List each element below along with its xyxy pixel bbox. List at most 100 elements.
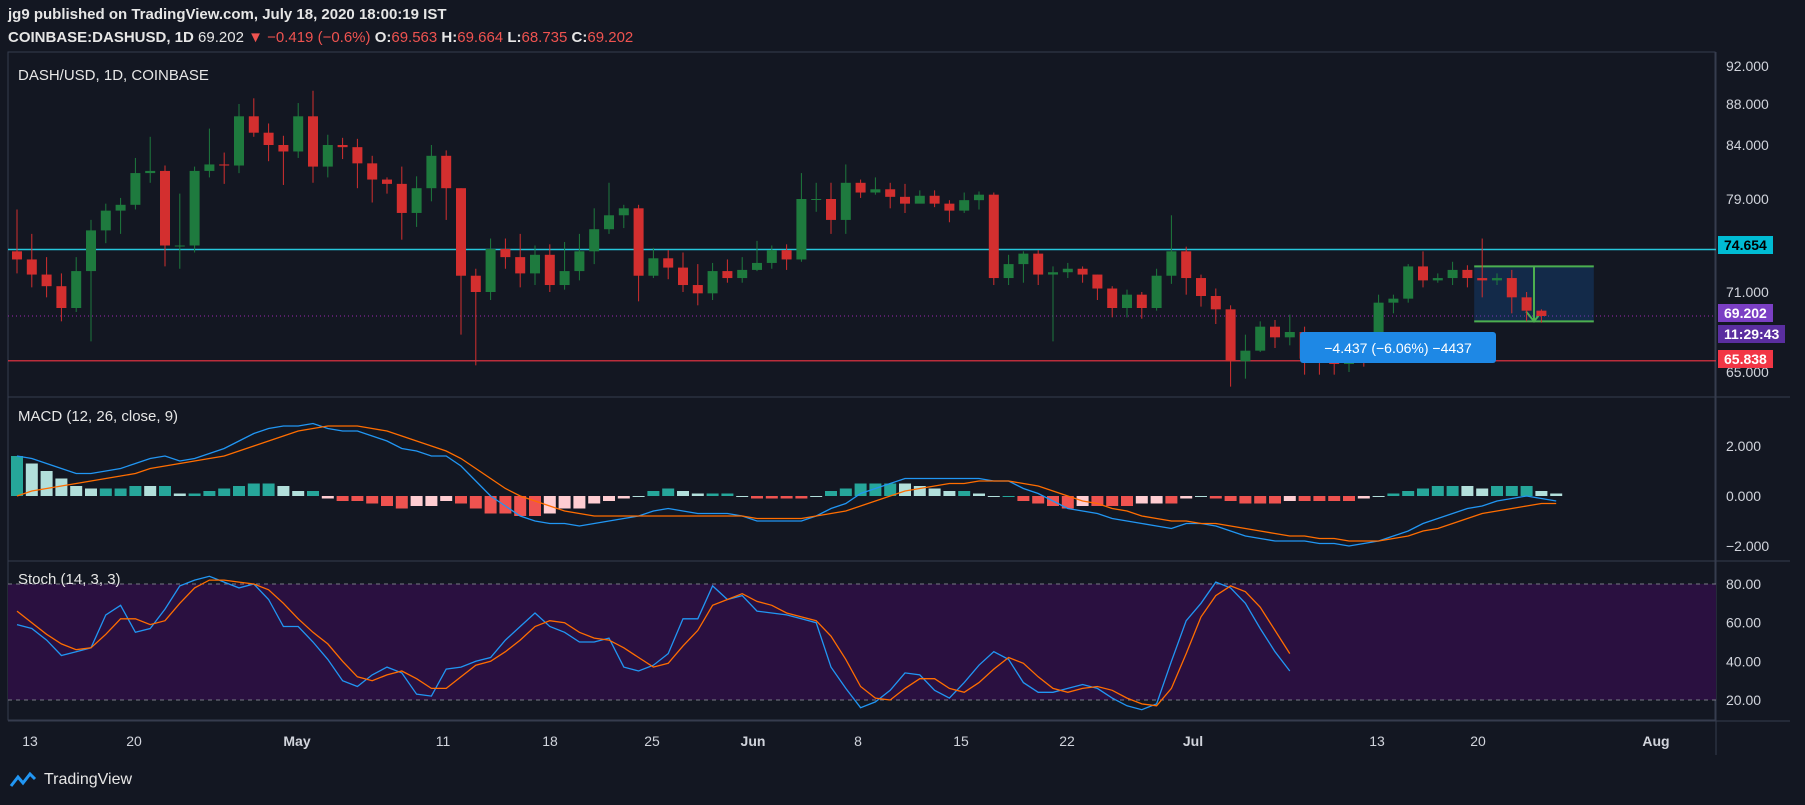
candle-down bbox=[1077, 268, 1088, 275]
candle-down bbox=[1506, 278, 1517, 298]
time-axis-label: Jul bbox=[1183, 733, 1203, 749]
tradingview-logo[interactable]: TradingView bbox=[8, 771, 132, 789]
macd-histogram-bar bbox=[751, 496, 763, 499]
candle-up bbox=[914, 195, 925, 204]
time-axis-label: 11 bbox=[436, 733, 451, 749]
candle-up bbox=[796, 199, 807, 260]
macd-histogram-bar bbox=[573, 496, 586, 509]
stoch-panel-title: Stoch (14, 3, 3) bbox=[18, 571, 121, 588]
candle-up bbox=[811, 199, 822, 200]
candle-down bbox=[678, 267, 688, 286]
candle-down bbox=[367, 163, 378, 180]
candle-up bbox=[1166, 251, 1177, 276]
tradingview-brand: TradingView bbox=[44, 771, 133, 788]
candle-up bbox=[530, 254, 540, 274]
macd-histogram-bar bbox=[455, 496, 467, 504]
candle-down bbox=[692, 285, 703, 294]
candle-up bbox=[737, 269, 748, 279]
last-value: 69.202 bbox=[198, 29, 244, 46]
candle-down bbox=[1477, 278, 1488, 281]
candle-down bbox=[219, 164, 230, 166]
low-value: 68.735 bbox=[521, 29, 568, 46]
time-axis-label: 15 bbox=[953, 733, 969, 749]
macd-histogram-bar bbox=[247, 483, 260, 496]
macd-histogram-bar bbox=[55, 478, 68, 496]
candle-down bbox=[1536, 310, 1547, 316]
macd-histogram-bar bbox=[1461, 486, 1474, 496]
time-axis-label: Jun bbox=[741, 733, 766, 749]
price-tick-label: 92.000 bbox=[1726, 58, 1769, 74]
macd-histogram-bar bbox=[529, 496, 541, 516]
macd-histogram-bar bbox=[336, 496, 349, 501]
macd-histogram-bar bbox=[780, 496, 793, 499]
macd-histogram-bar bbox=[144, 486, 157, 496]
candle-down bbox=[456, 188, 466, 276]
candle-up bbox=[840, 182, 851, 220]
candle-up bbox=[204, 164, 215, 171]
macd-histogram-bar bbox=[1476, 488, 1489, 496]
candle-up bbox=[752, 262, 762, 270]
time-axis-label: May bbox=[283, 733, 310, 749]
open-value: 69.563 bbox=[391, 29, 438, 46]
macd-histogram-bar bbox=[1180, 496, 1193, 499]
macd-histogram-bar bbox=[307, 491, 319, 496]
candle-down bbox=[441, 155, 452, 189]
stoch-band bbox=[8, 584, 1716, 700]
time-axis-label: 13 bbox=[22, 733, 38, 749]
candle-up bbox=[145, 170, 156, 174]
candle-down bbox=[1462, 269, 1473, 279]
last-price-label: 69.202 bbox=[1718, 304, 1773, 322]
candle-up bbox=[293, 116, 304, 152]
support-price-label: 65.838 bbox=[1718, 350, 1773, 368]
candle-up bbox=[71, 271, 82, 308]
macd-panel-title: MACD (12, 26, close, 9) bbox=[18, 408, 179, 425]
macd-histogram-bar bbox=[188, 493, 201, 496]
candle-up bbox=[1403, 266, 1414, 299]
candle-down bbox=[352, 147, 363, 164]
macd-histogram-bar bbox=[277, 486, 290, 496]
candle-down bbox=[41, 274, 52, 287]
macd-histogram-bar bbox=[1209, 496, 1222, 499]
candle-down bbox=[1136, 294, 1147, 308]
candle-up bbox=[485, 248, 496, 292]
measure-label[interactable]: −4.437 (−6.06%) −4437 bbox=[1300, 332, 1496, 363]
macd-histogram-bar bbox=[1520, 486, 1533, 496]
macd-histogram-bar bbox=[159, 486, 171, 496]
macd-histogram-bar bbox=[469, 496, 482, 509]
price-tick-label: 88.000 bbox=[1726, 96, 1769, 112]
candle-down bbox=[278, 145, 289, 152]
candle-up bbox=[1048, 272, 1058, 275]
candle-down bbox=[885, 189, 896, 197]
time-axis-label: 8 bbox=[854, 733, 862, 749]
macd-histogram-bar bbox=[1387, 493, 1400, 496]
macd-histogram-bar bbox=[1372, 496, 1385, 497]
macd-histogram-bar bbox=[632, 496, 645, 497]
candle-up bbox=[959, 200, 970, 211]
time-axis-label: 18 bbox=[542, 733, 558, 749]
macd-tick-label: 0.000 bbox=[1726, 488, 1761, 504]
candle-up bbox=[1151, 275, 1162, 308]
macd-histogram-bar bbox=[765, 496, 778, 499]
close-label: C: bbox=[571, 29, 588, 46]
tradingview-cloud-icon bbox=[9, 771, 37, 787]
candle-down bbox=[781, 250, 792, 260]
macd-histogram-bar bbox=[677, 491, 689, 496]
macd-histogram-bar bbox=[839, 488, 852, 496]
macd-histogram-bar bbox=[1254, 496, 1267, 504]
macd-histogram-bar bbox=[11, 456, 23, 496]
candle-down bbox=[988, 194, 999, 279]
macd-histogram-bar bbox=[1357, 496, 1370, 499]
candle-down bbox=[382, 179, 392, 184]
candle-up bbox=[426, 155, 437, 189]
candle-up bbox=[100, 210, 111, 231]
candle-up bbox=[1122, 294, 1132, 308]
macd-histogram-bar bbox=[1195, 496, 1207, 497]
time-axis-label: Aug bbox=[1642, 733, 1669, 749]
candle-down bbox=[929, 195, 940, 204]
macd-histogram-bar bbox=[928, 488, 941, 496]
macd-histogram-bar bbox=[114, 488, 127, 496]
macd-histogram-bar bbox=[721, 493, 734, 496]
macd-histogram-bar bbox=[70, 486, 83, 496]
macd-histogram-bar bbox=[1269, 496, 1281, 504]
